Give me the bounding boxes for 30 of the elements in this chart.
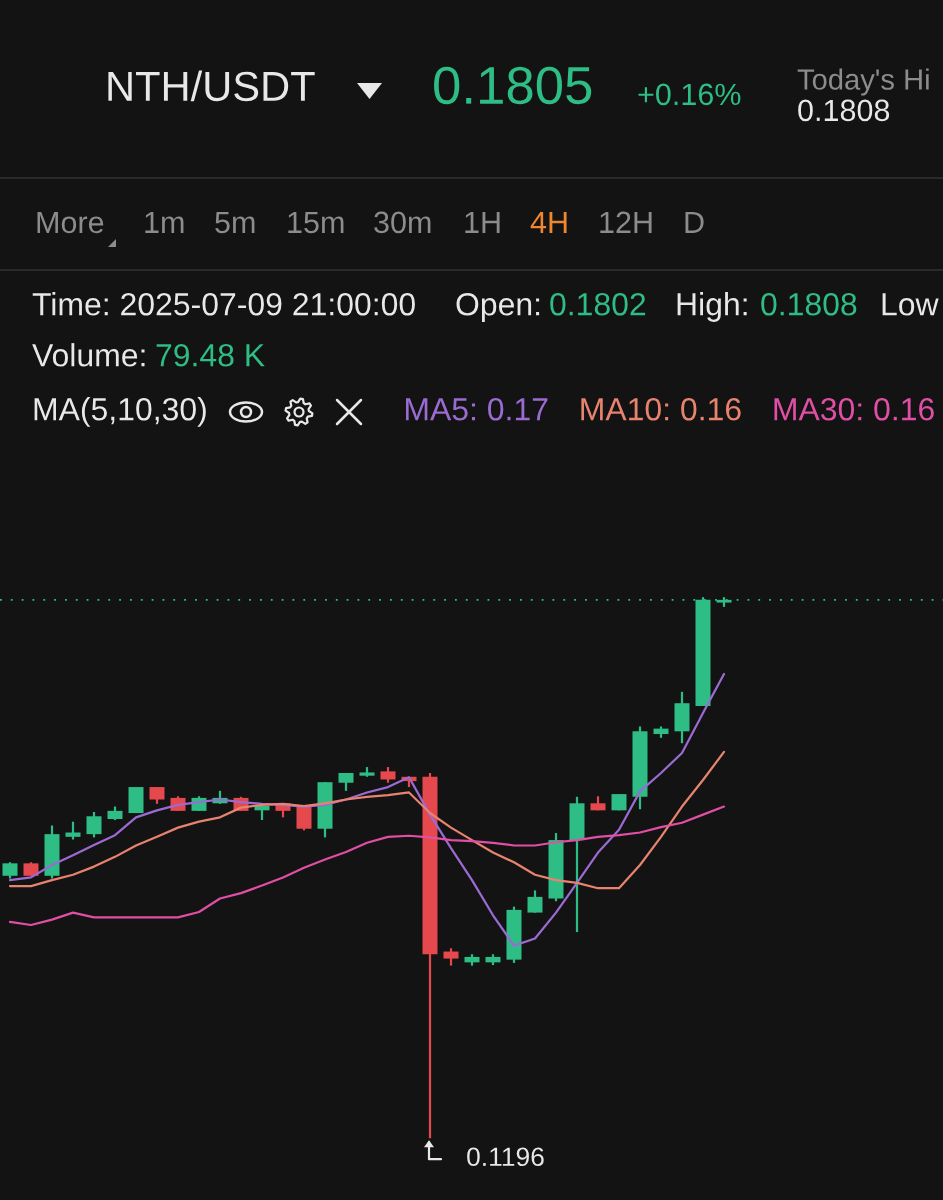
candlestick <box>86 810 102 839</box>
text: 30m <box>374 211 431 234</box>
candlestick <box>296 804 312 832</box>
text: +0.16% <box>638 83 741 106</box>
text: MA10: 0.16 <box>581 397 741 421</box>
text: MA30: 0.16 <box>774 397 934 421</box>
text: 1m <box>145 211 184 233</box>
text: 0.1805 <box>434 66 592 105</box>
text: 12H <box>600 211 652 233</box>
text: High: <box>677 292 747 322</box>
text: 15m <box>288 211 344 234</box>
text: Open: <box>456 292 540 322</box>
text: MA5: 0.17 <box>406 397 548 421</box>
text: 5m <box>215 211 255 234</box>
text: Low <box>882 293 939 316</box>
text: Today's Hi <box>797 68 929 96</box>
text: 1H <box>465 211 500 233</box>
candlestick <box>527 889 543 914</box>
text: MA(5,10,30) <box>34 397 206 427</box>
chart-title: NTH/USDT <box>108 70 315 102</box>
text: 0.1808 <box>798 99 890 122</box>
text: Volume: <box>32 343 145 367</box>
text: More <box>37 211 104 234</box>
text: 0.1802 <box>550 292 646 316</box>
text: 4H <box>530 211 567 233</box>
text: Time: 2025-07-09 21:00:00 <box>32 292 415 316</box>
text: D <box>685 211 704 233</box>
text: 79.48 K <box>156 343 265 367</box>
text: 0.1808 <box>761 292 857 316</box>
text: 0.1196 <box>467 1147 544 1167</box>
